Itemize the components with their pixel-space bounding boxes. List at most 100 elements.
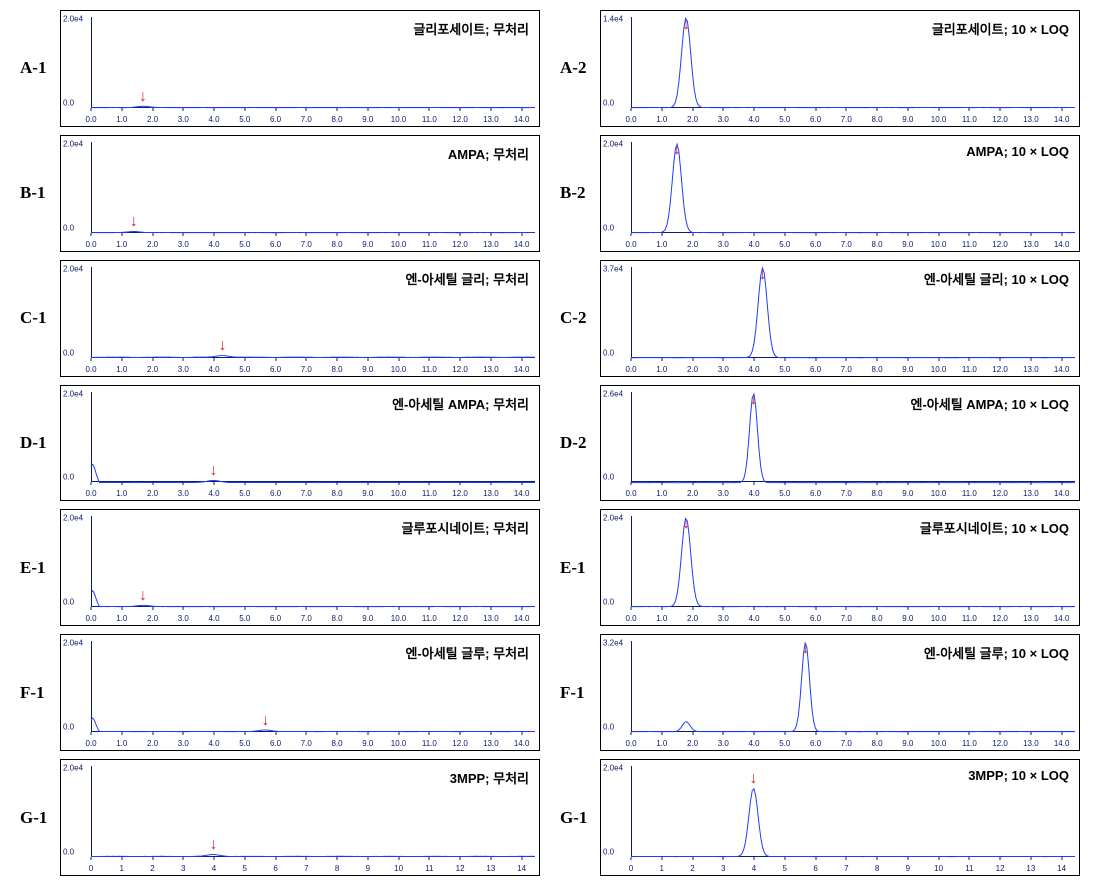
x-tick-label: 6.0 bbox=[270, 614, 281, 623]
x-tick-label: 3.0 bbox=[718, 739, 729, 748]
x-tick bbox=[275, 108, 276, 111]
chromatogram-plot: ↓ AMPA; 무처리 2.0e40.00.01.02.03.04.05.06.… bbox=[60, 135, 540, 252]
x-tick-label: 1.0 bbox=[656, 614, 667, 623]
x-tick-label: 11 bbox=[965, 864, 973, 873]
x-tick bbox=[306, 732, 307, 735]
x-tick bbox=[907, 108, 908, 111]
x-tick-label: 0 bbox=[89, 864, 93, 873]
x-tick bbox=[1061, 607, 1062, 610]
x-tick-label: 5 bbox=[243, 864, 247, 873]
x-tick-label: 10.0 bbox=[391, 240, 407, 249]
chromatogram-plot: ↓ 엔-아세틸 글리; 무처리 2.0e40.00.01.02.03.04.05… bbox=[60, 260, 540, 377]
x-tick bbox=[692, 732, 693, 735]
chromatogram-plot: ↓ 글리포세이트; 무처리 2.0e40.00.01.02.03.04.05.0… bbox=[60, 10, 540, 127]
panel-G-1: G-1 ↓ 3MPP; 무처리 2.0e40.00123456789101112… bbox=[20, 759, 540, 876]
x-tick bbox=[784, 482, 785, 485]
y-tick-label: 0.0 bbox=[603, 847, 614, 856]
panel-A-2: A-2 ↓ 글리포세이트; 10 × LOQ 1.4e40.00.01.02.0… bbox=[560, 10, 1080, 127]
x-tick-label: 6.0 bbox=[810, 614, 821, 623]
x-tick bbox=[815, 108, 816, 111]
x-tick bbox=[91, 607, 92, 610]
x-tick-label: 10.0 bbox=[391, 365, 407, 374]
x-tick bbox=[214, 482, 215, 485]
x-tick-label: 1.0 bbox=[116, 240, 127, 249]
x-tick bbox=[723, 233, 724, 236]
x-tick-label: 9.0 bbox=[362, 365, 373, 374]
x-tick bbox=[367, 732, 368, 735]
x-tick bbox=[521, 732, 522, 735]
x-tick-label: 4.0 bbox=[748, 115, 759, 124]
x-tick bbox=[152, 732, 153, 735]
x-tick-label: 4.0 bbox=[748, 365, 759, 374]
x-tick-label: 14.0 bbox=[514, 365, 530, 374]
x-tick bbox=[784, 607, 785, 610]
x-tick bbox=[815, 233, 816, 236]
panel-B-2: B-2 ↓ AMPA; 10 × LOQ 2.0e40.00.01.02.03.… bbox=[560, 135, 1080, 252]
x-tick-label: 6.0 bbox=[270, 115, 281, 124]
x-tick-label: 1.0 bbox=[116, 739, 127, 748]
x-tick-label: 9.0 bbox=[902, 365, 913, 374]
x-tick-label: 10.0 bbox=[391, 739, 407, 748]
x-tick bbox=[460, 108, 461, 111]
x-tick-label: 6.0 bbox=[810, 365, 821, 374]
x-tick bbox=[631, 857, 632, 860]
x-tick bbox=[877, 482, 878, 485]
x-tick-label: 4 bbox=[752, 864, 756, 873]
x-tick bbox=[723, 358, 724, 361]
x-tick bbox=[1061, 482, 1062, 485]
chromatogram-plot: ↓ 엔-아세틸 글루; 10 × LOQ 3.2e40.00.01.02.03.… bbox=[600, 634, 1080, 751]
panel-label: B-2 bbox=[560, 183, 600, 203]
x-tick-label: 14.0 bbox=[1054, 115, 1070, 124]
x-tick bbox=[631, 233, 632, 236]
x-tick-label: 14.0 bbox=[514, 614, 530, 623]
x-tick-label: 10.0 bbox=[391, 489, 407, 498]
x-tick bbox=[214, 732, 215, 735]
x-tick bbox=[244, 857, 245, 860]
x-tick bbox=[661, 857, 662, 860]
x-tick bbox=[723, 108, 724, 111]
x-tick-label: 4.0 bbox=[748, 240, 759, 249]
x-tick-label: 7.0 bbox=[841, 739, 852, 748]
x-tick-label: 13.0 bbox=[483, 365, 499, 374]
x-tick-label: 7.0 bbox=[841, 614, 852, 623]
panel-label: D-1 bbox=[20, 433, 60, 453]
x-tick-label: 9.0 bbox=[902, 115, 913, 124]
x-tick bbox=[907, 607, 908, 610]
x-tick bbox=[306, 108, 307, 111]
x-tick bbox=[784, 358, 785, 361]
x-tick bbox=[183, 108, 184, 111]
x-tick-label: 9.0 bbox=[362, 614, 373, 623]
x-tick-label: 2.0 bbox=[687, 614, 698, 623]
x-tick bbox=[183, 607, 184, 610]
x-tick bbox=[306, 358, 307, 361]
x-tick-label: 3.0 bbox=[178, 240, 189, 249]
x-tick-label: 13.0 bbox=[483, 115, 499, 124]
x-tick bbox=[337, 607, 338, 610]
x-tick bbox=[1000, 233, 1001, 236]
x-tick-label: 14 bbox=[517, 864, 526, 873]
x-tick bbox=[631, 732, 632, 735]
x-tick-label: 14.0 bbox=[514, 240, 530, 249]
x-tick bbox=[275, 358, 276, 361]
x-tick bbox=[846, 358, 847, 361]
y-tick-label: 0.0 bbox=[603, 223, 614, 232]
x-tick bbox=[1030, 233, 1031, 236]
x-tick-label: 0.0 bbox=[625, 365, 636, 374]
x-tick-label: 11.0 bbox=[962, 240, 977, 249]
x-tick bbox=[521, 607, 522, 610]
x-tick bbox=[938, 732, 939, 735]
x-tick bbox=[846, 108, 847, 111]
x-tick-label: 2 bbox=[690, 864, 694, 873]
x-tick-label: 8.0 bbox=[332, 614, 343, 623]
x-tick-label: 4.0 bbox=[208, 115, 219, 124]
x-tick bbox=[244, 108, 245, 111]
x-tick bbox=[490, 732, 491, 735]
x-tick bbox=[969, 108, 970, 111]
x-tick-label: 1.0 bbox=[116, 115, 127, 124]
x-tick bbox=[938, 233, 939, 236]
x-tick-label: 13 bbox=[486, 864, 495, 873]
x-tick bbox=[815, 857, 816, 860]
x-tick bbox=[877, 857, 878, 860]
x-tick-label: 13.0 bbox=[483, 614, 499, 623]
x-tick-label: 8.0 bbox=[332, 365, 343, 374]
